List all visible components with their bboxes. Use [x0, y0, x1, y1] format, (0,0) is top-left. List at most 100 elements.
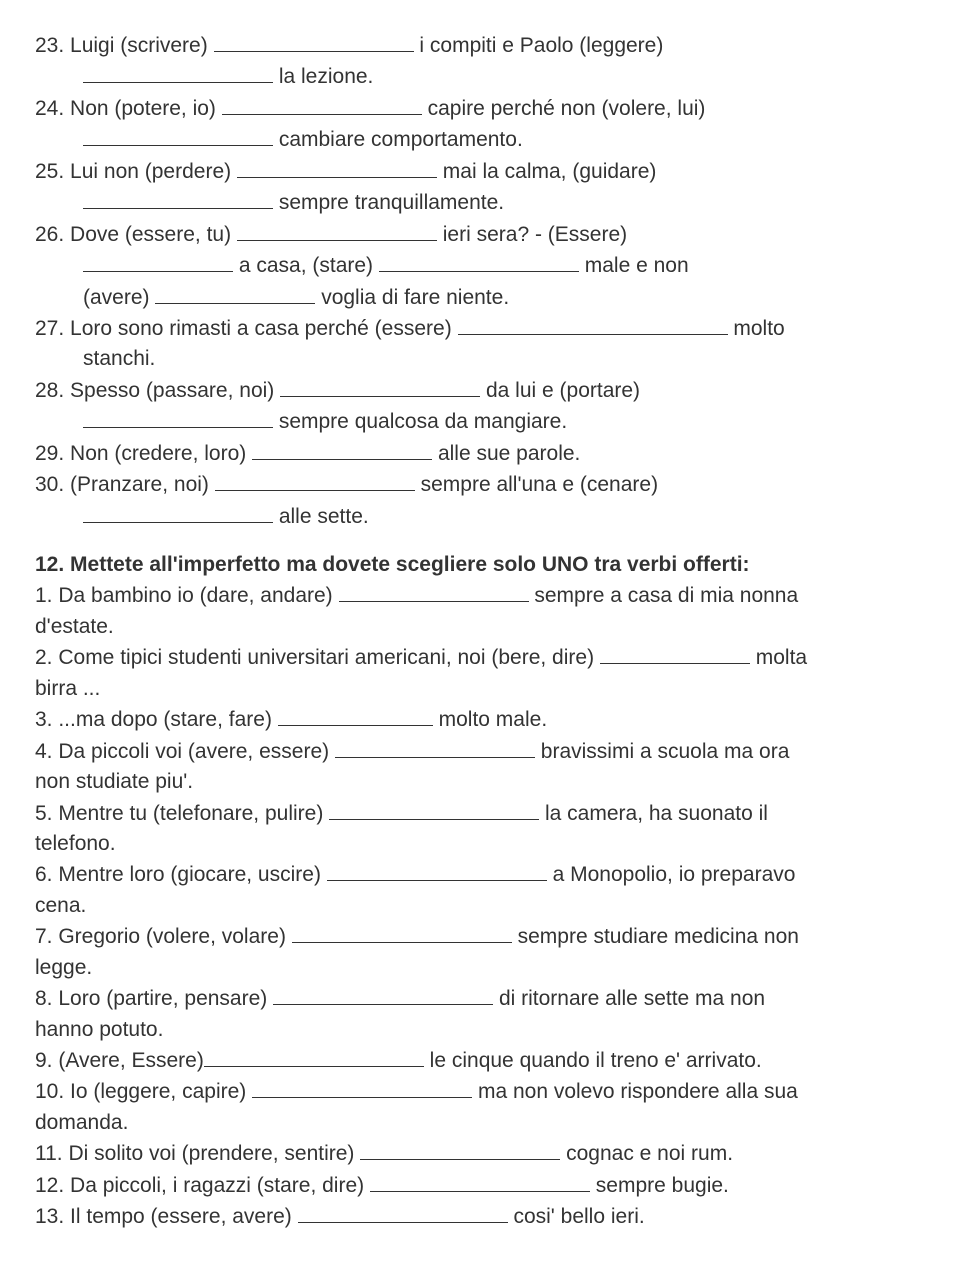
e2q6-text-c: cena. — [35, 894, 86, 917]
q25-text-a: 25. Lui non (perdere) — [35, 160, 237, 183]
q23-line1: 23. Luigi (scrivere) i compiti e Paolo (… — [35, 30, 930, 61]
e2q10-text-b: ma non volevo rispondere alla sua — [472, 1080, 798, 1103]
q27-line2: stanchi. — [35, 344, 930, 374]
blank[interactable] — [370, 1170, 590, 1192]
blank[interactable] — [458, 313, 728, 335]
e2q8-line2: hanno potuto. — [35, 1015, 930, 1045]
q26-line1: 26. Dove (essere, tu) ieri sera? - (Esse… — [35, 219, 930, 250]
q25-text-b: mai la calma, (guidare) — [437, 160, 656, 183]
e2q1-text-a: 1. Da bambino io (dare, andare) — [35, 584, 339, 607]
q23-line2: la lezione. — [35, 61, 930, 92]
e2q6-line1: 6. Mentre loro (giocare, uscire) a Monop… — [35, 859, 930, 890]
q24-line1: 24. Non (potere, io) capire perché non (… — [35, 93, 930, 124]
blank[interactable] — [379, 250, 579, 272]
ex12-title: 12. Mettete all'imperfetto ma dovete sce… — [35, 550, 930, 580]
e2q6-line2: cena. — [35, 891, 930, 921]
e2q13-text-a: 13. Il tempo (essere, avere) — [35, 1205, 298, 1228]
q28-text-a: 28. Spesso (passare, noi) — [35, 379, 280, 402]
blank[interactable] — [215, 469, 415, 491]
blank[interactable] — [360, 1138, 560, 1160]
e2q10-line2: domanda. — [35, 1108, 930, 1138]
q30-text-a: 30. (Pranzare, noi) — [35, 473, 215, 496]
e2q4-text-b: bravissimi a scuola ma ora — [535, 740, 789, 763]
e2q13-text-b: cosi' bello ieri. — [508, 1205, 645, 1228]
e2q10-text-c: domanda. — [35, 1111, 128, 1134]
e2q2-line1: 2. Come tipici studenti universitari ame… — [35, 642, 930, 673]
e2q2-text-a: 2. Come tipici studenti universitari ame… — [35, 646, 600, 669]
q25-line1: 25. Lui non (perdere) mai la calma, (gui… — [35, 156, 930, 187]
blank[interactable] — [222, 93, 422, 115]
blank[interactable] — [600, 642, 750, 664]
e2q3-text-b: molto male. — [433, 708, 547, 731]
e2q10-line1: 10. Io (leggere, capire) ma non volevo r… — [35, 1076, 930, 1107]
q30-line2: alle sette. — [35, 501, 930, 532]
blank[interactable] — [83, 61, 273, 83]
e2q1-text-c: d'estate. — [35, 615, 114, 638]
e2q9-text-b: le cinque quando il treno e' arrivato. — [424, 1049, 762, 1072]
e2q7-text-b: sempre studiare medicina non — [512, 925, 799, 948]
q26-text-a: 26. Dove (essere, tu) — [35, 223, 237, 246]
blank[interactable] — [155, 282, 315, 304]
blank[interactable] — [278, 704, 433, 726]
e2q13-line1: 13. Il tempo (essere, avere) cosi' bello… — [35, 1201, 930, 1232]
blank[interactable] — [83, 124, 273, 146]
e2q5-text-b: la camera, ha suonato il — [539, 802, 768, 825]
q27-text-a: 27. Loro sono rimasti a casa perché (ess… — [35, 317, 458, 340]
e2q5-text-a: 5. Mentre tu (telefonare, pulire) — [35, 802, 329, 825]
e2q12-line1: 12. Da piccoli, i ragazzi (stare, dire) … — [35, 1170, 930, 1201]
e2q6-text-b: a Monopolio, io preparavo — [547, 863, 796, 886]
q28-line1: 28. Spesso (passare, noi) da lui e (port… — [35, 375, 930, 406]
e2q8-text-b: di ritornare alle sette ma non — [493, 987, 765, 1010]
q26-text-e: (avere) — [83, 286, 155, 309]
q28-line2: sempre qualcosa da mangiare. — [35, 406, 930, 437]
blank[interactable] — [252, 438, 432, 460]
e2q7-text-a: 7. Gregorio (volere, volare) — [35, 925, 292, 948]
e2q9-line1: 9. (Avere, Essere) le cinque quando il t… — [35, 1045, 930, 1076]
blank[interactable] — [252, 1076, 472, 1098]
e2q4-line1: 4. Da piccoli voi (avere, essere) bravis… — [35, 736, 930, 767]
blank[interactable] — [329, 798, 539, 820]
q26-text-b: ieri sera? - (Essere) — [437, 223, 627, 246]
blank[interactable] — [214, 30, 414, 52]
q25-line2: sempre tranquillamente. — [35, 187, 930, 218]
e2q2-line2: birra ... — [35, 674, 930, 704]
q27-line1: 27. Loro sono rimasti a casa perché (ess… — [35, 313, 930, 344]
e2q1-line1: 1. Da bambino io (dare, andare) sempre a… — [35, 580, 930, 611]
blank[interactable] — [237, 219, 437, 241]
q23-text-a: 23. Luigi (scrivere) — [35, 34, 214, 57]
blank[interactable] — [335, 736, 535, 758]
blank[interactable] — [292, 921, 512, 943]
e2q4-text-a: 4. Da piccoli voi (avere, essere) — [35, 740, 335, 763]
blank[interactable] — [83, 406, 273, 428]
e2q7-text-c: legge. — [35, 956, 92, 979]
q24-text-a: 24. Non (potere, io) — [35, 97, 222, 120]
blank[interactable] — [83, 250, 233, 272]
blank[interactable] — [83, 501, 273, 523]
blank[interactable] — [204, 1045, 424, 1067]
blank[interactable] — [273, 983, 493, 1005]
q26-text-f: voglia di fare niente. — [315, 286, 509, 309]
e2q10-text-a: 10. Io (leggere, capire) — [35, 1080, 252, 1103]
e2q4-line2: non studiate piu'. — [35, 767, 930, 797]
q30-line1: 30. (Pranzare, noi) sempre all'una e (ce… — [35, 469, 930, 500]
blank[interactable] — [83, 187, 273, 209]
e2q11-text-b: cognac e noi rum. — [560, 1142, 733, 1165]
exercise-1: 23. Luigi (scrivere) i compiti e Paolo (… — [35, 30, 930, 532]
q30-text-b: sempre all'una e (cenare) — [415, 473, 658, 496]
e2q12-text-b: sempre bugie. — [590, 1174, 729, 1197]
e2q2-text-c: birra ... — [35, 677, 100, 700]
blank[interactable] — [280, 375, 480, 397]
blank[interactable] — [237, 156, 437, 178]
q23-text-b: i compiti e Paolo (leggere) — [414, 34, 664, 57]
q29-text-a: 29. Non (credere, loro) — [35, 442, 252, 465]
q24-text-c: cambiare comportamento. — [273, 128, 523, 151]
blank[interactable] — [298, 1201, 508, 1223]
blank[interactable] — [339, 580, 529, 602]
e2q9-text-a: 9. (Avere, Essere) — [35, 1049, 204, 1072]
q28-text-c: sempre qualcosa da mangiare. — [273, 410, 567, 433]
e2q6-text-a: 6. Mentre loro (giocare, uscire) — [35, 863, 327, 886]
e2q5-line2: telefono. — [35, 829, 930, 859]
blank[interactable] — [327, 859, 547, 881]
e2q11-line1: 11. Di solito voi (prendere, sentire) co… — [35, 1138, 930, 1169]
e2q8-text-c: hanno potuto. — [35, 1018, 163, 1041]
